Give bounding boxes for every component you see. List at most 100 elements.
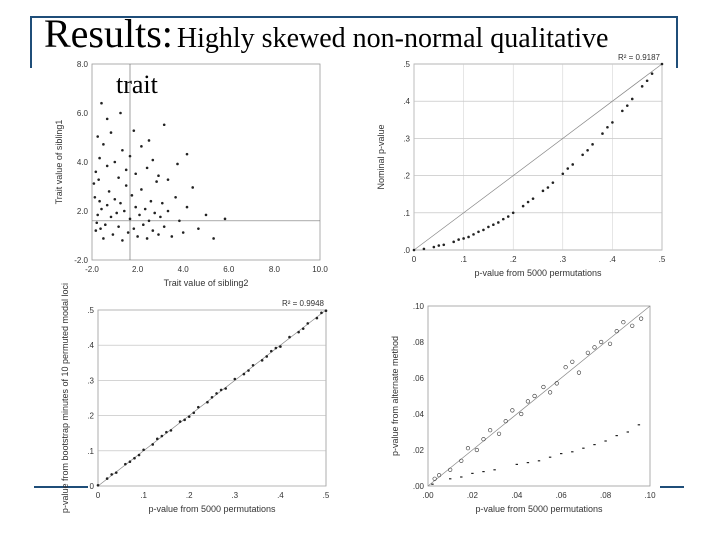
data-point bbox=[157, 233, 160, 236]
data-point bbox=[465, 446, 471, 451]
data-point bbox=[541, 189, 545, 193]
x-axis-label: p-value from 5000 permutations bbox=[475, 504, 603, 514]
data-point bbox=[185, 152, 189, 156]
data-point bbox=[102, 143, 105, 146]
data-point bbox=[422, 247, 426, 251]
data-point bbox=[147, 139, 151, 142]
data-point bbox=[492, 223, 495, 227]
data-point bbox=[482, 228, 485, 232]
data-point bbox=[467, 235, 470, 239]
title-main: Results: bbox=[44, 11, 173, 56]
data-point bbox=[546, 186, 550, 189]
data-point bbox=[109, 215, 113, 219]
data-point bbox=[640, 85, 644, 88]
data-point bbox=[448, 467, 453, 472]
x-axis-label: p-value from 5000 permutations bbox=[474, 268, 602, 278]
data-point bbox=[599, 339, 604, 345]
data-point bbox=[128, 460, 132, 464]
data-point bbox=[591, 143, 594, 146]
data-point bbox=[604, 440, 607, 442]
data-point bbox=[124, 168, 128, 172]
data-point bbox=[143, 207, 147, 211]
data-point bbox=[99, 227, 102, 230]
data-point bbox=[113, 197, 117, 201]
y-tick-label: .5 bbox=[87, 306, 94, 315]
data-point bbox=[133, 456, 136, 460]
data-point bbox=[110, 473, 113, 476]
x-tick-label: .04 bbox=[511, 491, 523, 500]
data-point bbox=[178, 219, 181, 223]
data-point bbox=[630, 323, 635, 328]
y-axis-label: Trait value of sibling1 bbox=[54, 120, 64, 205]
data-point bbox=[650, 72, 654, 75]
data-point bbox=[506, 215, 510, 218]
data-point bbox=[119, 201, 122, 205]
data-point bbox=[548, 456, 552, 458]
data-point bbox=[482, 471, 485, 473]
data-point bbox=[165, 430, 168, 434]
x-tick-label: 10.0 bbox=[312, 265, 328, 274]
x-tick-label: .08 bbox=[600, 491, 612, 500]
data-point bbox=[134, 205, 137, 209]
y-tick-label: 2.0 bbox=[77, 207, 89, 216]
x-tick-label: 0 bbox=[412, 255, 417, 264]
data-point bbox=[149, 199, 153, 203]
data-point bbox=[109, 131, 113, 134]
x-tick-label: -2.0 bbox=[85, 265, 99, 274]
data-point bbox=[111, 233, 115, 236]
data-point bbox=[487, 225, 490, 229]
data-point bbox=[159, 215, 162, 219]
data-point bbox=[204, 213, 208, 217]
data-point bbox=[472, 233, 475, 236]
y-axis-label: Nominal p-value bbox=[376, 124, 386, 189]
data-point bbox=[102, 237, 105, 240]
data-point bbox=[537, 460, 541, 462]
x-tick-label: 8.0 bbox=[269, 265, 281, 274]
data-point bbox=[166, 209, 170, 213]
left-frame-line bbox=[30, 16, 32, 68]
data-point bbox=[132, 129, 136, 132]
data-point bbox=[615, 435, 618, 437]
data-point bbox=[437, 244, 441, 247]
data-point bbox=[265, 355, 269, 358]
data-point bbox=[525, 399, 531, 404]
x-tick-label: .5 bbox=[659, 255, 666, 264]
data-point bbox=[162, 123, 166, 127]
x-tick-label: .2 bbox=[186, 491, 193, 500]
data-point bbox=[94, 229, 98, 232]
data-point bbox=[162, 225, 166, 228]
data-point bbox=[132, 227, 136, 230]
data-point bbox=[571, 451, 574, 453]
data-point bbox=[160, 434, 164, 438]
data-point bbox=[98, 199, 101, 203]
data-point bbox=[151, 443, 155, 446]
y-tick-label: .0 bbox=[403, 246, 410, 255]
data-point bbox=[105, 117, 109, 121]
data-point bbox=[104, 223, 107, 227]
x-tick-label: .02 bbox=[467, 491, 479, 500]
data-point bbox=[645, 79, 649, 83]
chart-panel-4: .00 .02 .04 .06 .08 .10 .10 .08 .06 .04 .02 .00 p-va… bbox=[390, 302, 656, 514]
data-point bbox=[592, 345, 597, 350]
data-point bbox=[155, 437, 159, 441]
data-point bbox=[320, 311, 323, 315]
identity-line bbox=[427, 305, 651, 487]
bottom-left-frame-line bbox=[34, 486, 88, 488]
y-tick-label: .04 bbox=[413, 410, 425, 419]
data-point bbox=[98, 156, 101, 160]
data-point bbox=[621, 109, 624, 113]
data-point bbox=[621, 320, 626, 325]
top-frame-line bbox=[30, 16, 678, 18]
data-point bbox=[501, 217, 505, 221]
data-point bbox=[554, 381, 559, 386]
data-point bbox=[97, 178, 100, 181]
data-point bbox=[432, 476, 437, 481]
y-axis-label: p-value from alternate method bbox=[390, 336, 400, 456]
data-point bbox=[124, 184, 128, 187]
data-point bbox=[197, 227, 200, 230]
data-point bbox=[161, 201, 164, 205]
data-point bbox=[105, 477, 109, 480]
data-point bbox=[561, 172, 565, 176]
data-point bbox=[432, 245, 436, 249]
